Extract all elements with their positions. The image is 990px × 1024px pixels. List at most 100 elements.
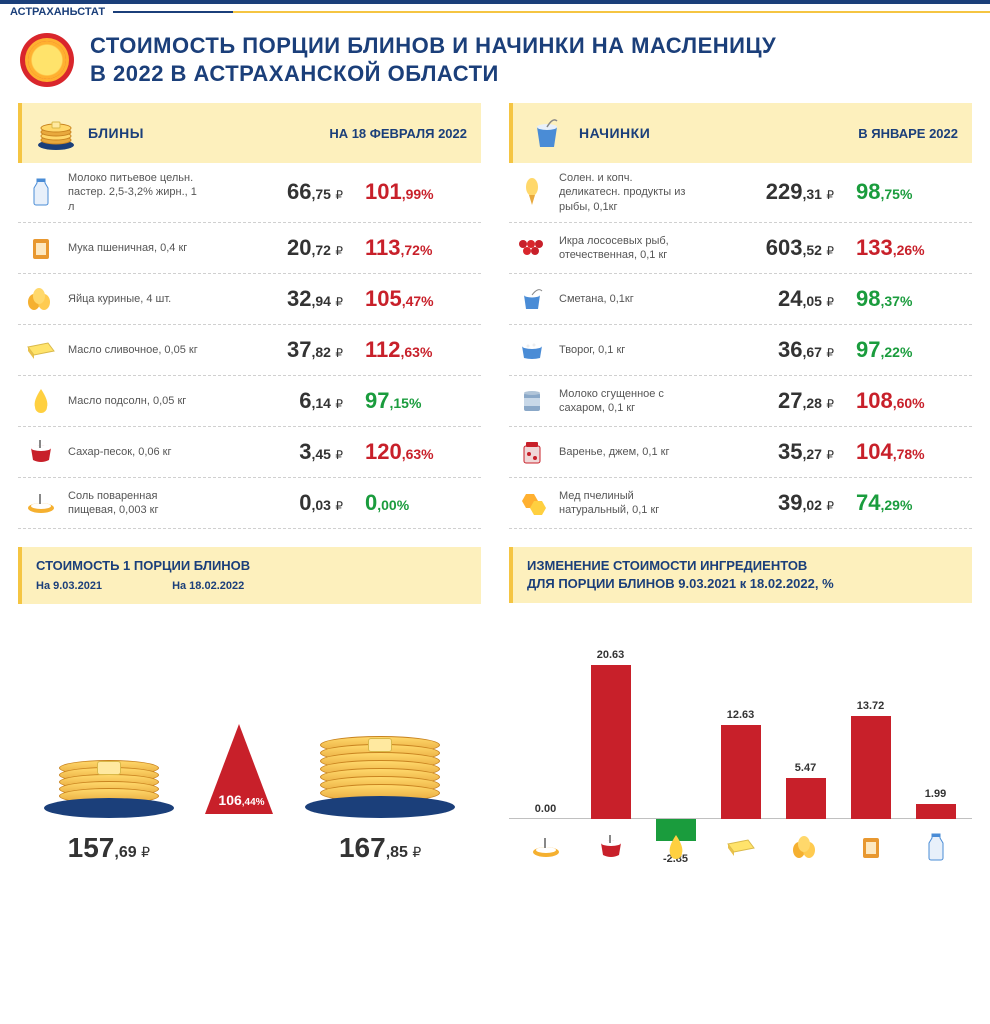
chart-header: ИЗМЕНЕНИЕ СТОИМОСТИ ИНГРЕДИЕНТОВ ДЛЯ ПОР… [509,547,972,603]
portion-date2: На 18.02.2022 [172,579,244,594]
bar [916,804,956,819]
pancakes-header: БЛИНЫ НА 18 ФЕВРАЛЯ 2022 [18,103,481,163]
ingredient-price: 229,31 ₽ [766,179,834,205]
bar-value: 0.00 [535,803,556,815]
fillings-column: НАЧИНКИ В ЯНВАРЕ 2022 Солен. и копч. дел… [509,103,972,529]
eggs-icon [790,831,822,863]
ingredient-pct: 112,63% [365,337,475,363]
milk-bottle-icon [24,175,58,209]
fish-icon [515,175,549,209]
ingredient-row: Варенье, джем, 0,1 кг35,27 ₽104,78% [509,427,972,478]
ingredient-price: 3,45 ₽ [299,439,343,465]
oil-drop-icon [24,384,58,418]
bar [851,716,891,819]
pancakes-stack-icon [36,113,76,153]
pancakes-items: Молоко питьевое цельн. пастер. 2,5-3,2% … [18,163,481,529]
bar [786,778,826,819]
ingredient-pct: 74,29% [856,490,966,516]
fillings-date: В ЯНВАРЕ 2022 [858,126,958,141]
honey-icon [515,486,549,520]
ingredient-price: 36,67 ₽ [778,337,834,363]
bar-value: 12.63 [727,709,755,721]
price-2021: 157,69 ₽ [68,832,150,864]
ingredient-pct: 105,47% [365,286,475,312]
ingredient-label: Варенье, джем, 0,1 кг [559,445,689,459]
bar-value: 20.63 [597,649,625,661]
ingredient-pct: 108,60% [856,388,966,414]
ingredient-pct: 101,99% [365,179,475,205]
ingredient-label: Сметана, 0,1кг [559,292,689,306]
ingredient-price: 6,14 ₽ [299,388,343,414]
butter-icon [725,831,757,863]
bar-group: 13.72 [845,613,897,863]
ingredient-row: Мука пшеничная, 0,4 кг20,72 ₽113,72% [18,223,481,274]
ingredient-row: Сахар-песок, 0,06 кг3,45 ₽120,63% [18,427,481,478]
ingredient-label: Икра лососевых рыб, отечественная, 0,1 к… [559,234,689,263]
ingredient-label: Соль поваренная пищевая, 0,003 кг [68,489,198,518]
chart-box: ИЗМЕНЕНИЕ СТОИМОСТИ ИНГРЕДИЕНТОВ ДЛЯ ПОР… [509,547,972,865]
ingredient-pct: 98,75% [856,179,966,205]
bar-group: 0.00 [520,613,572,863]
stack-2021: 157,69 ₽ [44,761,174,864]
ingredient-pct: 98,37% [856,286,966,312]
ingredient-price: 24,05 ₽ [778,286,834,312]
bar-value: 5.47 [795,762,816,774]
ingredient-price: 37,82 ₽ [287,337,343,363]
eggs-icon [24,282,58,316]
ingredient-price: 39,02 ₽ [778,490,834,516]
top-divider [113,11,990,13]
ingredient-row: Творог, 0,1 кг36,67 ₽97,22% [509,325,972,376]
bottom-section: СТОИМОСТЬ 1 ПОРЦИИ БЛИНОВ На 9.03.2021 Н… [0,537,990,883]
ingredient-label: Солен. и копч. деликатесн. продукты из р… [559,171,689,214]
ingredient-label: Масло подсолн, 0,05 кг [68,394,198,408]
fillings-items: Солен. и копч. деликатесн. продукты из р… [509,163,972,529]
ingredient-label: Масло сливочное, 0,05 кг [68,343,198,357]
portion-header: СТОИМОСТЬ 1 ПОРЦИИ БЛИНОВ На 9.03.2021 Н… [18,547,481,605]
bucket-icon [527,113,567,153]
bar-chart: 0.00 20.63 -2.85 12.63 5.47 13.72 1.99 [509,603,972,863]
change-triangle-icon: 106,44% [205,724,273,814]
sugar-bowl-icon [24,435,58,469]
sour-cream-icon [515,282,549,316]
page-title: СТОИМОСТЬ ПОРЦИИ БЛИНОВ И НАЧИНКИ НА МАС… [90,32,776,87]
bar-group: 1.99 [910,613,962,863]
portion-date1: На 9.03.2021 [36,579,102,594]
salt-icon [530,831,562,863]
ingredient-columns: БЛИНЫ НА 18 ФЕВРАЛЯ 2022 Молоко питьевое… [0,103,990,529]
butter-icon [24,333,58,367]
bar-value: 13.72 [857,700,885,712]
ingredient-row: Соль поваренная пищевая, 0,003 кг0,03 ₽0… [18,478,481,529]
ingredient-label: Мука пшеничная, 0,4 кг [68,241,198,255]
ingredient-label: Молоко питьевое цельн. пастер. 2,5-3,2% … [68,171,198,214]
pancakes-date: НА 18 ФЕВРАЛЯ 2022 [329,126,467,141]
ingredient-row: Масло сливочное, 0,05 кг 37,82 ₽ 112,63% [18,325,481,376]
bar-value: 1.99 [925,788,946,800]
sugar-bowl-icon [595,831,627,863]
bar [591,665,631,820]
caviar-icon [515,231,549,265]
price-2022: 167,85 ₽ [339,832,421,864]
condensed-milk-icon [515,384,549,418]
ingredient-pct: 104,78% [856,439,966,465]
ingredient-price: 32,94 ₽ [287,286,343,312]
org-label: АСТРАХАНЬСТАТ [10,6,105,18]
stack-2022: 167,85 ₽ [305,738,455,864]
ingredient-price: 603,52 ₽ [766,235,834,261]
bar-group: -2.85 [650,613,702,863]
title-block: СТОИМОСТЬ ПОРЦИИ БЛИНОВ И НАЧИНКИ НА МАС… [0,20,990,103]
ingredient-pct: 0,00% [365,490,475,516]
pancakes-column: БЛИНЫ НА 18 ФЕВРАЛЯ 2022 Молоко питьевое… [18,103,481,529]
ingredient-price: 20,72 ₽ [287,235,343,261]
jam-icon [515,435,549,469]
ingredient-row: Мед пчелиный натуральный, 0,1 кг39,02 ₽7… [509,478,972,529]
portion-compare: 157,69 ₽ 106,44% 167,85 ₽ [18,604,481,864]
ingredient-row: Молоко сгущенное с сахаром, 0,1 кг27,28 … [509,376,972,427]
flour-icon [855,831,887,863]
ingredient-label: Яйца куриные, 4 шт. [68,292,198,306]
ingredient-price: 66,75 ₽ [287,179,343,205]
ingredient-pct: 133,26% [856,235,966,261]
milk-bottle-icon [920,831,952,863]
flour-icon [24,231,58,265]
ingredient-label: Творог, 0,1 кг [559,343,689,357]
bar-group: 20.63 [585,613,637,863]
